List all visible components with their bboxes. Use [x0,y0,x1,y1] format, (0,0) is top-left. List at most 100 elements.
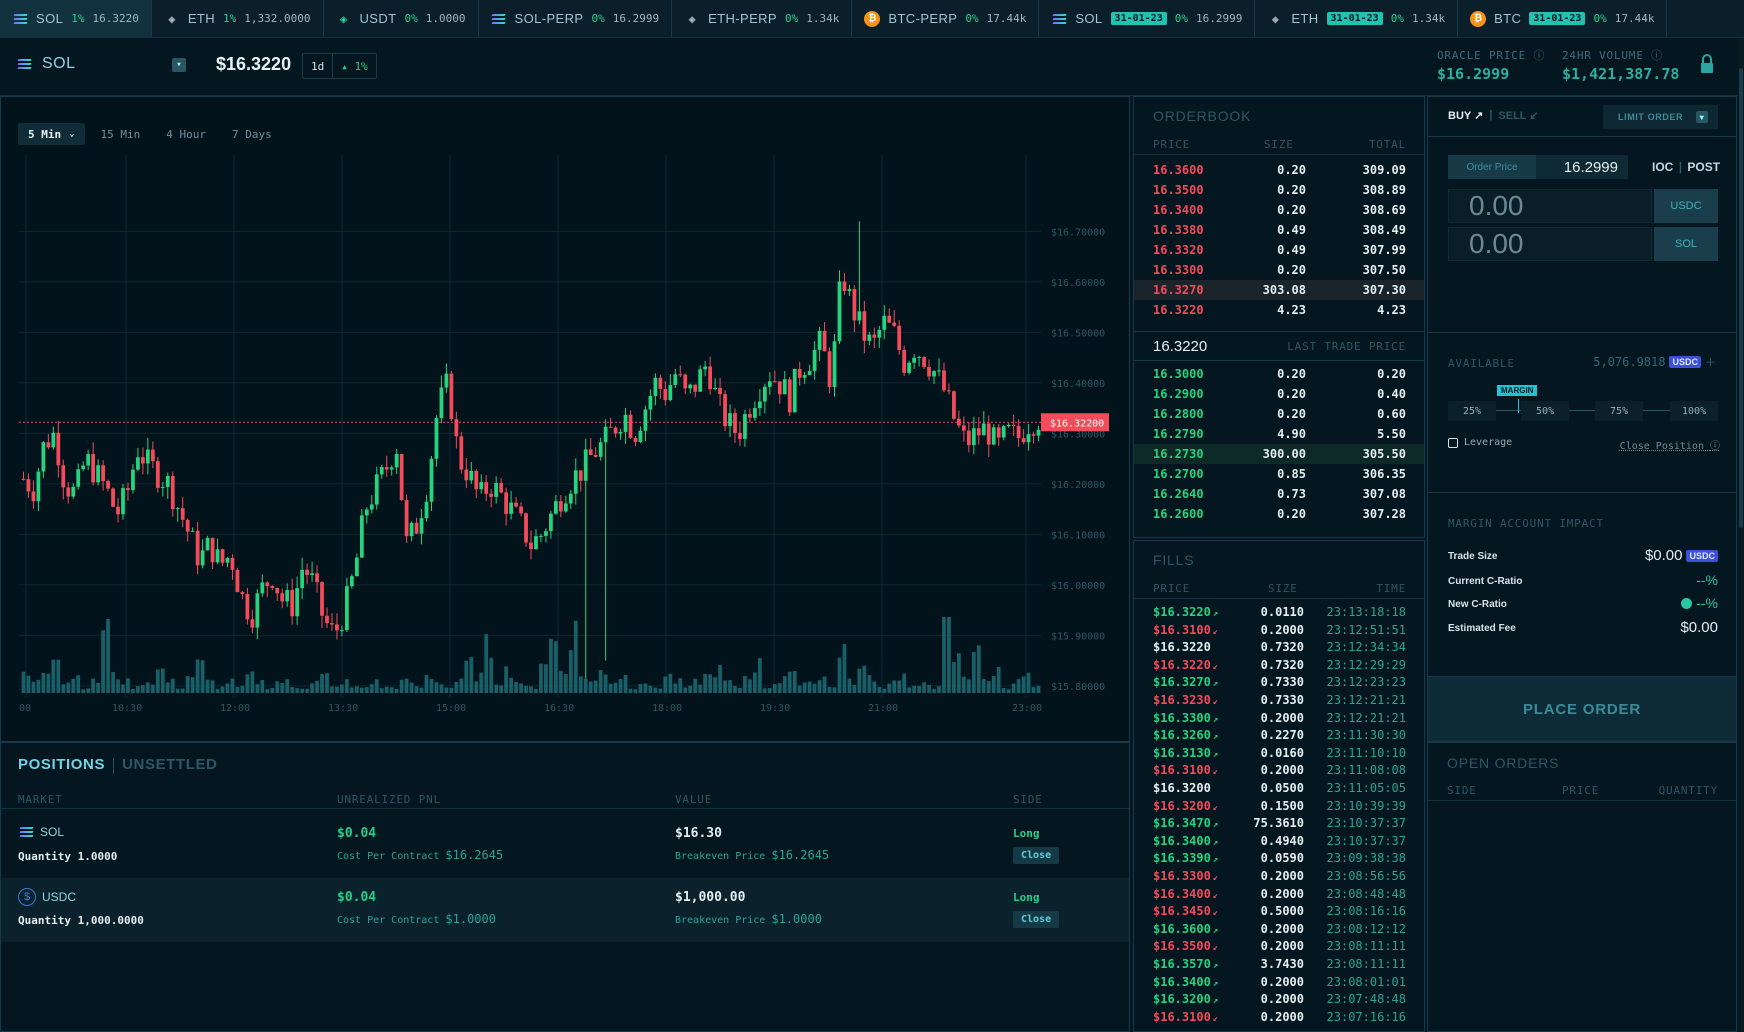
ask-row[interactable]: 16.3400 0.20 308.69 [1134,200,1424,220]
lock-icon[interactable] [1700,53,1714,75]
candle-body [36,471,41,502]
tab-positions[interactable]: POSITIONS [18,756,106,773]
plus-icon[interactable]: ＋ [1705,356,1716,369]
slider-50[interactable]: 50% [1521,401,1569,421]
slider-handle[interactable] [1518,399,1519,413]
ioc-toggle[interactable]: IOC [1652,160,1674,174]
market-selector[interactable]: SOL [16,55,76,73]
bid-row[interactable]: 16.2900 0.20 0.40 [1134,384,1424,404]
timeframe-4-hour[interactable]: 4 Hour [156,123,216,145]
close-position-button[interactable]: Close [1013,847,1060,864]
order-type-dropdown[interactable]: LIMIT ORDER ▾ [1603,105,1718,129]
ask-row[interactable]: 16.3380 0.49 308.49 [1134,220,1424,240]
leverage-slider[interactable]: 25% 50% 75% 100% [1448,399,1718,421]
order-price-field[interactable]: Order Price 16.2999 [1448,155,1628,179]
volume-bar [792,671,797,693]
volume-bar [354,686,359,693]
timeframe-7-days[interactable]: 7 Days [222,123,282,145]
volume-bar [927,685,931,693]
candle-body [225,557,230,563]
ticker-item[interactable]: SOL-PERP 0% 16.2999 [479,0,673,37]
volume-bar [290,687,295,693]
sol-unit-button[interactable]: SOL [1654,227,1718,261]
bid-row[interactable]: 16.2730 300.00 305.50 [1134,444,1424,464]
candle-body [668,385,673,401]
timeframe-5-min[interactable]: 5 Min ⌄ [18,123,85,145]
ticker-item[interactable]: SOL 31-01-23 0% 16.2999 [1039,0,1256,37]
position-side: Long [1013,827,1040,840]
volume-bar [160,668,165,693]
candle-body [588,449,593,456]
order-total: 4.23 [1377,303,1406,317]
usdc-unit-button[interactable]: USDC [1654,189,1718,223]
bid-row[interactable]: 16.2790 4.90 5.50 [1134,424,1424,444]
info-icon[interactable]: ⓘ [1533,49,1546,62]
change-period[interactable]: 1d [303,54,334,78]
ask-row[interactable]: 16.3320 0.49 307.99 [1134,240,1424,260]
place-order-button[interactable]: PLACE ORDER [1428,677,1736,741]
volume-bar [767,687,772,693]
candlestick-chart[interactable]: $16.70000 $16.60000 $16.50000 $16.40000 $16.… [1,97,1129,741]
usdt-icon: ◈ [339,11,348,26]
volume-bar [986,681,991,693]
info-icon[interactable]: ⓘ [1651,49,1663,62]
tab-unsettled[interactable]: UNSETTLED [122,756,218,773]
slider-100[interactable]: 100% [1670,401,1718,421]
col-price: PRICE [1153,138,1191,151]
close-position-link[interactable]: Close Position ⓘ [1620,437,1720,452]
volume-bar [335,686,339,693]
candle-body [698,369,703,392]
ticker-item[interactable]: ◆ ETH-PERP 0% 1.34k [672,0,853,37]
candle-body [558,501,563,512]
volume-bar [200,660,205,693]
leverage-checkbox-row[interactable]: Leverage [1448,437,1512,448]
sell-tab[interactable]: SELL ↙ [1498,110,1539,122]
bid-row[interactable]: 16.2640 0.73 307.08 [1134,484,1424,504]
order-total: 307.99 [1362,243,1406,257]
volume-bar [638,683,643,693]
usdc-amount-input[interactable]: 0.00 [1448,189,1652,223]
ask-row[interactable]: 16.3300 0.20 307.50 [1134,260,1424,280]
ask-row[interactable]: 16.3600 0.20 309.09 [1134,160,1424,180]
candle-body [957,418,961,426]
scrollbar-thumb[interactable] [1739,68,1743,528]
bid-row[interactable]: 16.2600 0.20 307.28 [1134,504,1424,524]
fill-row: $16.3100 ↙ 0.2000 23:12:51:51 [1134,622,1424,640]
volume-bar [603,674,608,693]
ticker-item[interactable]: ₿ BTC 31-01-23 0% 17.44k [1458,0,1668,37]
candle-body [250,619,255,628]
ticker-item[interactable]: ₿ BTC-PERP 0% 17.44k [852,0,1040,37]
fill-size: 0.0110 [1260,605,1304,619]
timeframe-15-min[interactable]: 15 Min [91,123,151,145]
ticker-item[interactable]: SOL 1% 16.3220 [0,0,152,37]
leverage-checkbox[interactable] [1448,437,1458,448]
ask-row[interactable]: 16.3500 0.20 308.89 [1134,180,1424,200]
bid-row[interactable]: 16.3000 0.20 0.20 [1134,364,1424,384]
volume-bar [588,681,593,693]
ticker-item[interactable]: ◆ ETH 31-01-23 0% 1.34k [1255,0,1459,37]
slider-75[interactable]: 75% [1595,401,1643,421]
fill-price: $16.3100 [1153,763,1211,778]
bid-row[interactable]: 16.2800 0.20 0.60 [1134,404,1424,424]
page-scrollbar[interactable] [1738,38,1744,1032]
ticker-value: 1,332.0000 [244,12,311,25]
sol-amount-input[interactable]: 0.00 [1448,227,1652,261]
post-toggle[interactable]: POST [1687,160,1721,174]
close-position-button[interactable]: Close [1013,911,1060,928]
volume-bar [912,685,917,693]
position-pnl: $0.04 [337,826,377,841]
bid-row[interactable]: 16.2700 0.85 306.35 [1134,464,1424,484]
ticker-item[interactable]: ◈ USDT 0% 1.0000 [324,0,479,37]
ask-row[interactable]: 16.3220 4.23 4.23 [1134,300,1424,320]
volume-bar [76,675,81,693]
volume-bar [862,665,867,693]
order-price-input[interactable]: 16.2999 [1563,159,1618,176]
eth-icon: ◆ [1271,11,1279,26]
market-dropdown-button[interactable]: ▾ [172,58,186,72]
ask-row[interactable]: 16.3270 303.08 307.30 [1134,280,1424,300]
ticker-item[interactable]: ◆ ETH 1% 1,332.0000 [152,0,324,37]
buy-tab[interactable]: BUY ↗ [1448,110,1484,122]
candle-body [459,436,464,470]
slider-25[interactable]: 25% [1448,401,1496,421]
candle-body [310,573,314,575]
